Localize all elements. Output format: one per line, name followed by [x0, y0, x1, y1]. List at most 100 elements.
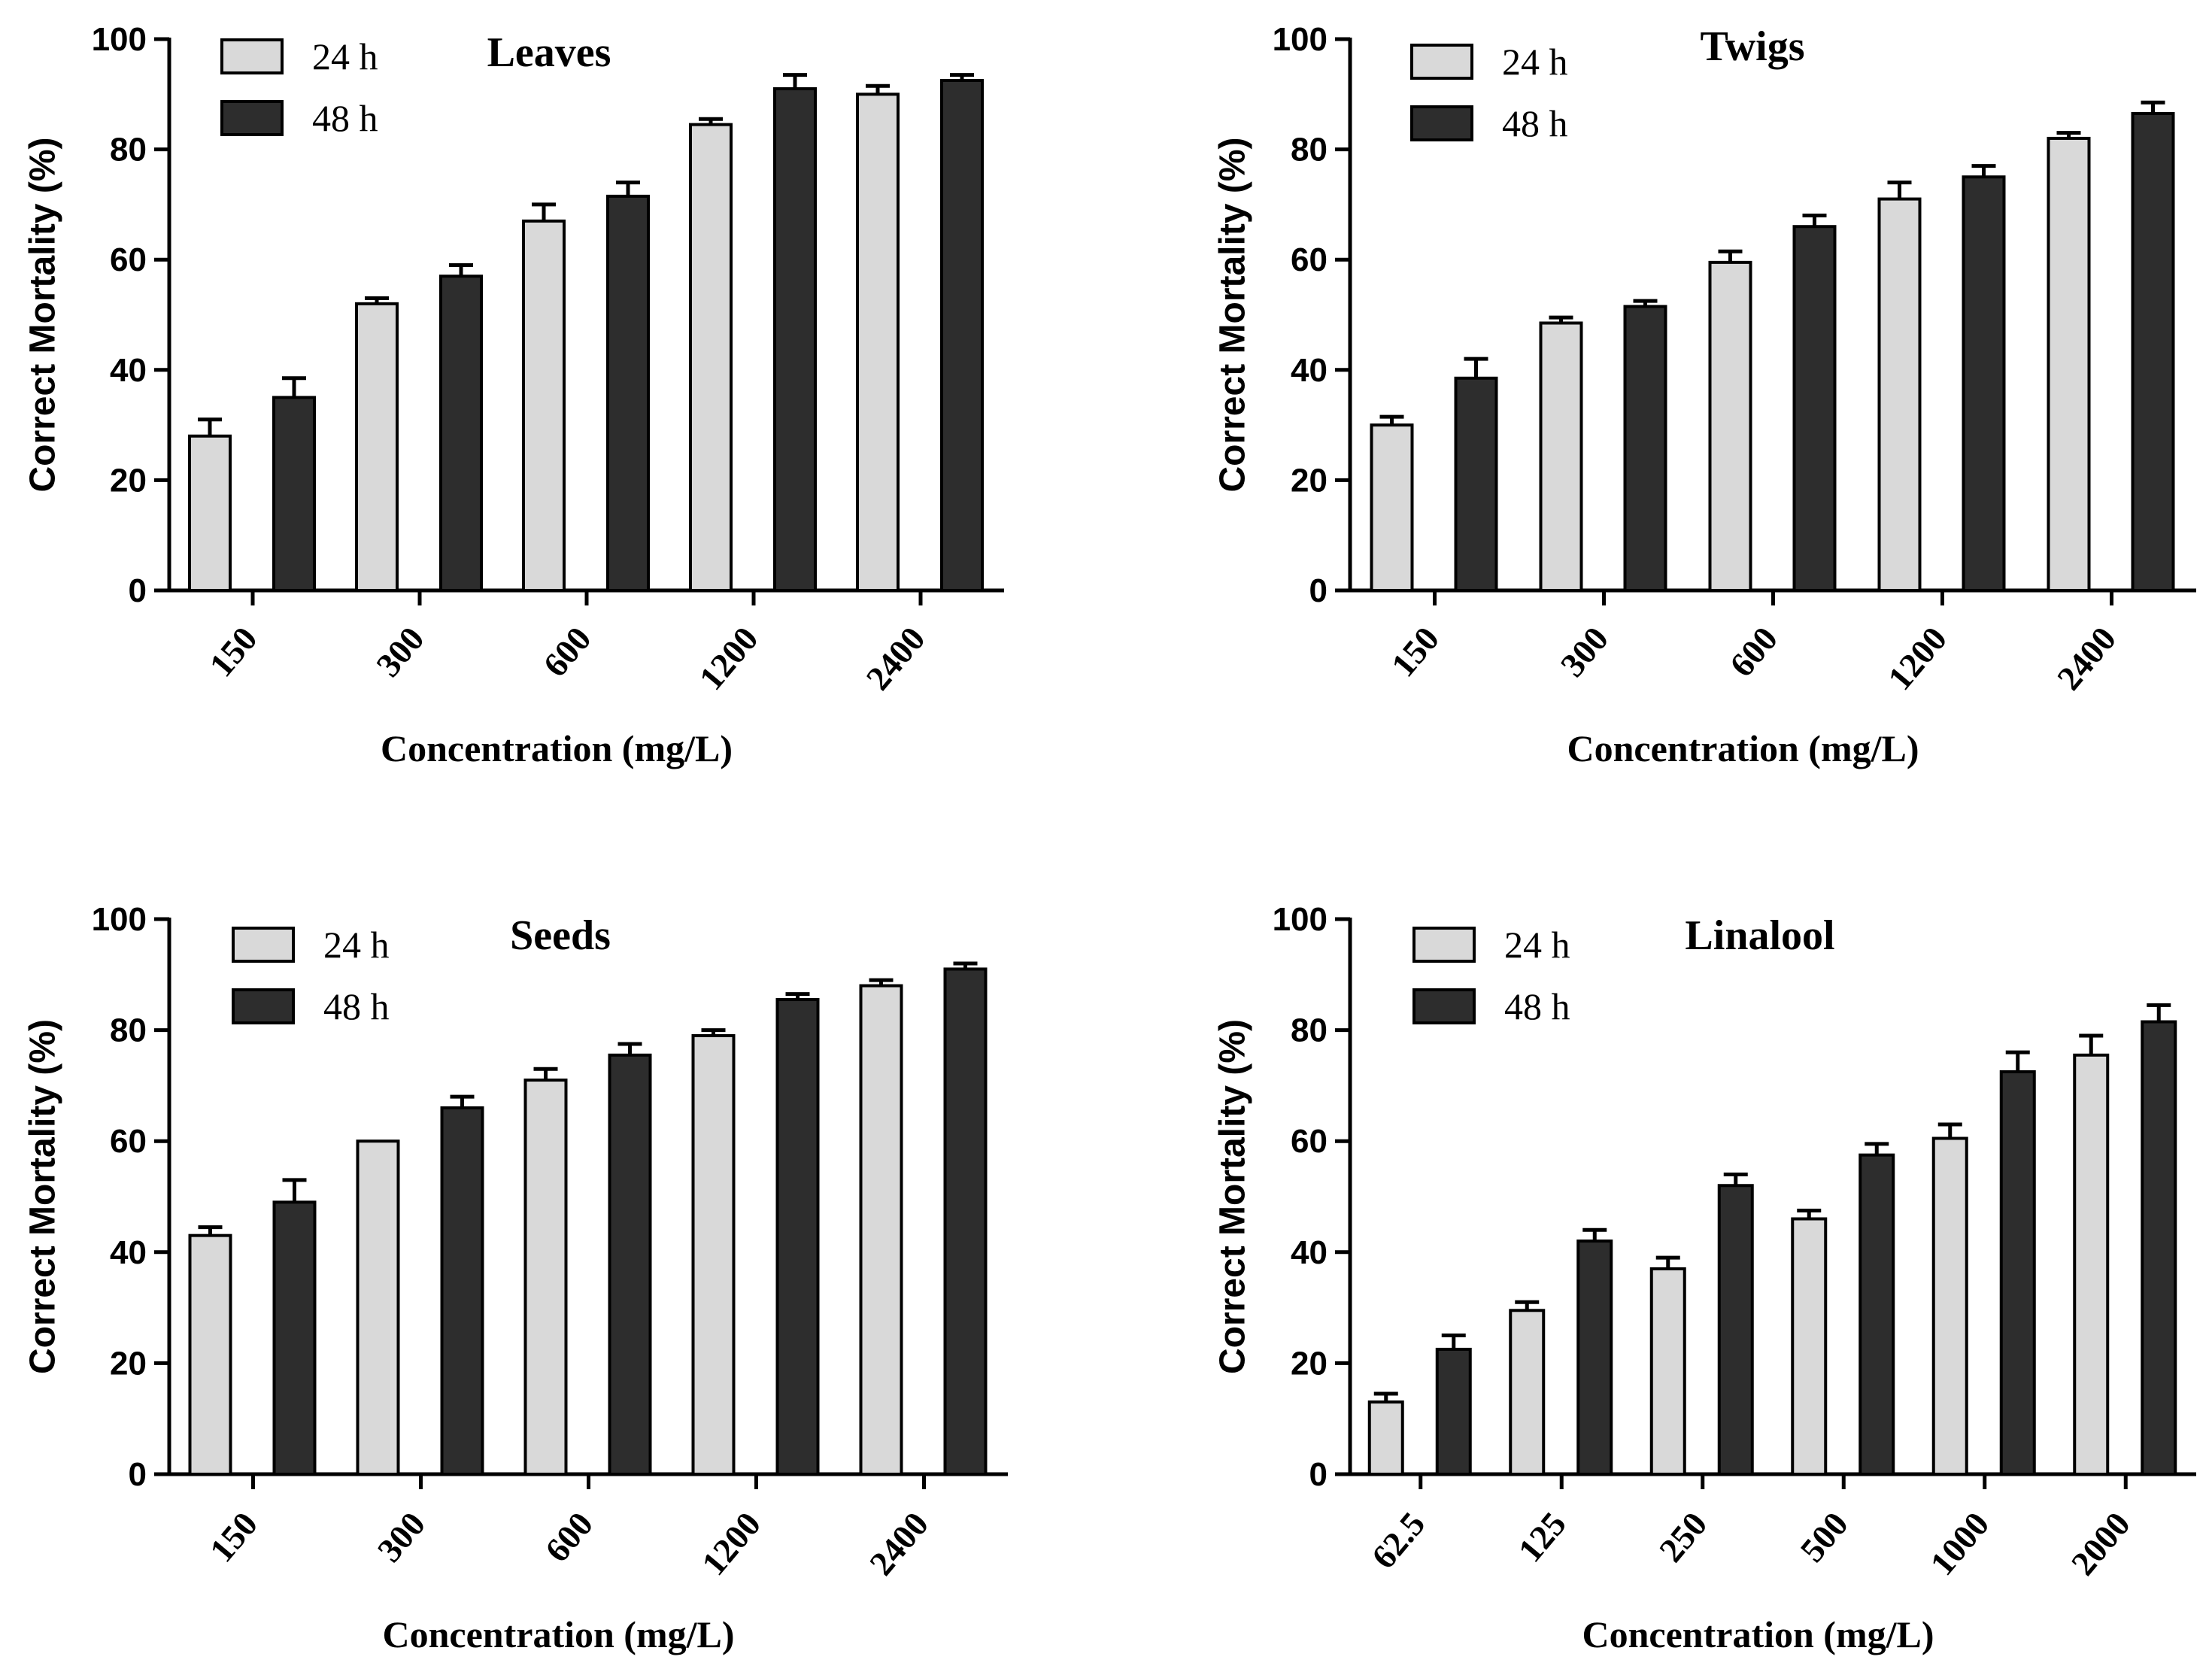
- bar-24h: [1931, 1136, 1968, 1476]
- x-tick-label: 600: [536, 620, 598, 684]
- chart-title: Twigs: [1701, 23, 1805, 70]
- bar-48h: [440, 1106, 484, 1476]
- x-tick-label: 1200: [1880, 620, 1954, 697]
- bar-24h: [2073, 1053, 2110, 1476]
- bar-48h: [1454, 376, 1498, 592]
- x-tick-label: 250: [1652, 1505, 1714, 1570]
- bar-48h: [1962, 175, 2006, 592]
- bar-48h: [608, 1053, 652, 1476]
- chart-panel-leaves: 0 20 40 60 80 100 Correct Mortality (%) 150 300 6…: [23, 21, 1004, 769]
- x-tick-label: 62.5: [1364, 1505, 1433, 1576]
- x-tick-label: 2000: [2064, 1505, 2138, 1582]
- bar-24h: [1367, 1400, 1404, 1476]
- legend-label: 24 h: [323, 924, 390, 966]
- bar-24h: [1539, 321, 1583, 592]
- bar-48h: [272, 1200, 317, 1476]
- x-tick-label: 2400: [858, 620, 932, 697]
- bar-48h: [1717, 1184, 1754, 1476]
- x-tick-label: 600: [538, 1505, 600, 1570]
- legend-swatch-24h: [220, 38, 284, 74]
- x-tick-label: 125: [1510, 1505, 1573, 1570]
- bar-48h: [1999, 1070, 2036, 1476]
- bar-24h: [689, 123, 733, 593]
- legend-swatch-48h: [220, 100, 284, 136]
- y-tick-label: 60: [1291, 1123, 1328, 1160]
- bar-24h: [522, 219, 566, 592]
- y-axis-label: Correct Mortality (%): [23, 1019, 63, 1374]
- chart-title: Leaves: [487, 29, 611, 76]
- y-tick-label: 80: [110, 1012, 147, 1049]
- bar-24h: [355, 302, 399, 592]
- x-tick-label: 150: [202, 620, 264, 684]
- bar-48h: [606, 194, 650, 592]
- bar-24h: [523, 1079, 568, 1476]
- y-tick-label: 0: [129, 1456, 147, 1493]
- x-tick-label: 2400: [2050, 620, 2123, 697]
- legend-label: 48 h: [1504, 985, 1570, 1027]
- x-tick-label: 1200: [691, 620, 765, 697]
- y-tick-label: 40: [110, 352, 147, 389]
- x-tick-label: 300: [369, 620, 431, 684]
- bar-48h: [439, 275, 483, 592]
- chart-panel-twigs: 0 20 40 60 80 100 Correct Mortality (%) 150 300 6…: [1213, 21, 2196, 769]
- bar-48h: [1435, 1347, 1472, 1476]
- bar-48h: [272, 396, 316, 592]
- bar-48h: [2141, 1020, 2177, 1476]
- chart-panel-linalool: 0 20 40 60 80 100 Correct Mortality (%) 62.5 125…: [1213, 901, 2196, 1655]
- legend-label: 48 h: [323, 985, 390, 1027]
- y-tick-label: 20: [1291, 1345, 1328, 1382]
- legend-label: 24 h: [1502, 41, 1568, 83]
- y-axis-label: Correct Mortality (%): [1213, 1019, 1253, 1374]
- chart-title: Linalool: [1685, 912, 1834, 959]
- y-tick-label: 0: [129, 572, 147, 609]
- bar-24h: [691, 1033, 736, 1476]
- bar-48h: [1576, 1240, 1613, 1476]
- y-tick-label: 0: [1309, 1456, 1328, 1493]
- bar-24h: [1649, 1267, 1686, 1476]
- bar-24h: [859, 984, 903, 1476]
- x-axis-label: Concentration (mg/L): [383, 1613, 735, 1655]
- bar-48h: [1792, 225, 1837, 592]
- y-tick-label: 40: [1291, 1234, 1328, 1271]
- bar-48h: [775, 998, 820, 1476]
- legend-label: 48 h: [312, 97, 378, 139]
- bar-48h: [943, 967, 988, 1476]
- bar-24h: [1708, 260, 1752, 592]
- x-tick-label: 500: [1792, 1505, 1855, 1570]
- y-tick-label: 20: [1291, 462, 1328, 499]
- bar-24h: [1509, 1309, 1546, 1476]
- legend-swatch-24h: [1412, 927, 1476, 963]
- bar-24h: [1877, 197, 1922, 592]
- chart-panel-seeds: 0 20 40 60 80 100 Correct Mortality (%) 150 300 6…: [23, 901, 1008, 1655]
- y-tick-label: 0: [1309, 572, 1328, 609]
- legend-label: 24 h: [1504, 924, 1570, 966]
- y-tick-label: 100: [92, 901, 147, 938]
- bar-48h: [773, 86, 817, 593]
- y-tick-label: 80: [110, 132, 147, 168]
- y-tick-label: 60: [110, 1123, 147, 1160]
- bar-24h: [1370, 423, 1414, 592]
- x-tick-label: 600: [1722, 620, 1785, 684]
- y-tick-label: 100: [1273, 21, 1328, 58]
- bar-24h: [188, 434, 232, 593]
- x-axis-label: Concentration (mg/L): [381, 727, 733, 769]
- bar-24h: [188, 1233, 232, 1476]
- legend-swatch-48h: [1410, 105, 1473, 141]
- legend-label: 48 h: [1502, 102, 1568, 144]
- x-tick-label: 300: [1553, 620, 1616, 684]
- bar-24h: [356, 1139, 400, 1476]
- y-tick-label: 100: [92, 21, 147, 58]
- y-axis-label: Correct Mortality (%): [1213, 137, 1253, 492]
- legend-swatch-24h: [1410, 44, 1473, 80]
- legend-swatch-48h: [232, 988, 295, 1024]
- bar-48h: [1859, 1153, 1895, 1476]
- bar-24h: [2047, 136, 2091, 592]
- y-tick-label: 40: [1291, 352, 1328, 389]
- y-axis-label: Correct Mortality (%): [23, 137, 63, 492]
- y-tick-label: 20: [110, 1345, 147, 1382]
- x-tick-label: 150: [202, 1505, 265, 1570]
- bar-48h: [1623, 305, 1667, 592]
- y-tick-label: 100: [1273, 901, 1328, 938]
